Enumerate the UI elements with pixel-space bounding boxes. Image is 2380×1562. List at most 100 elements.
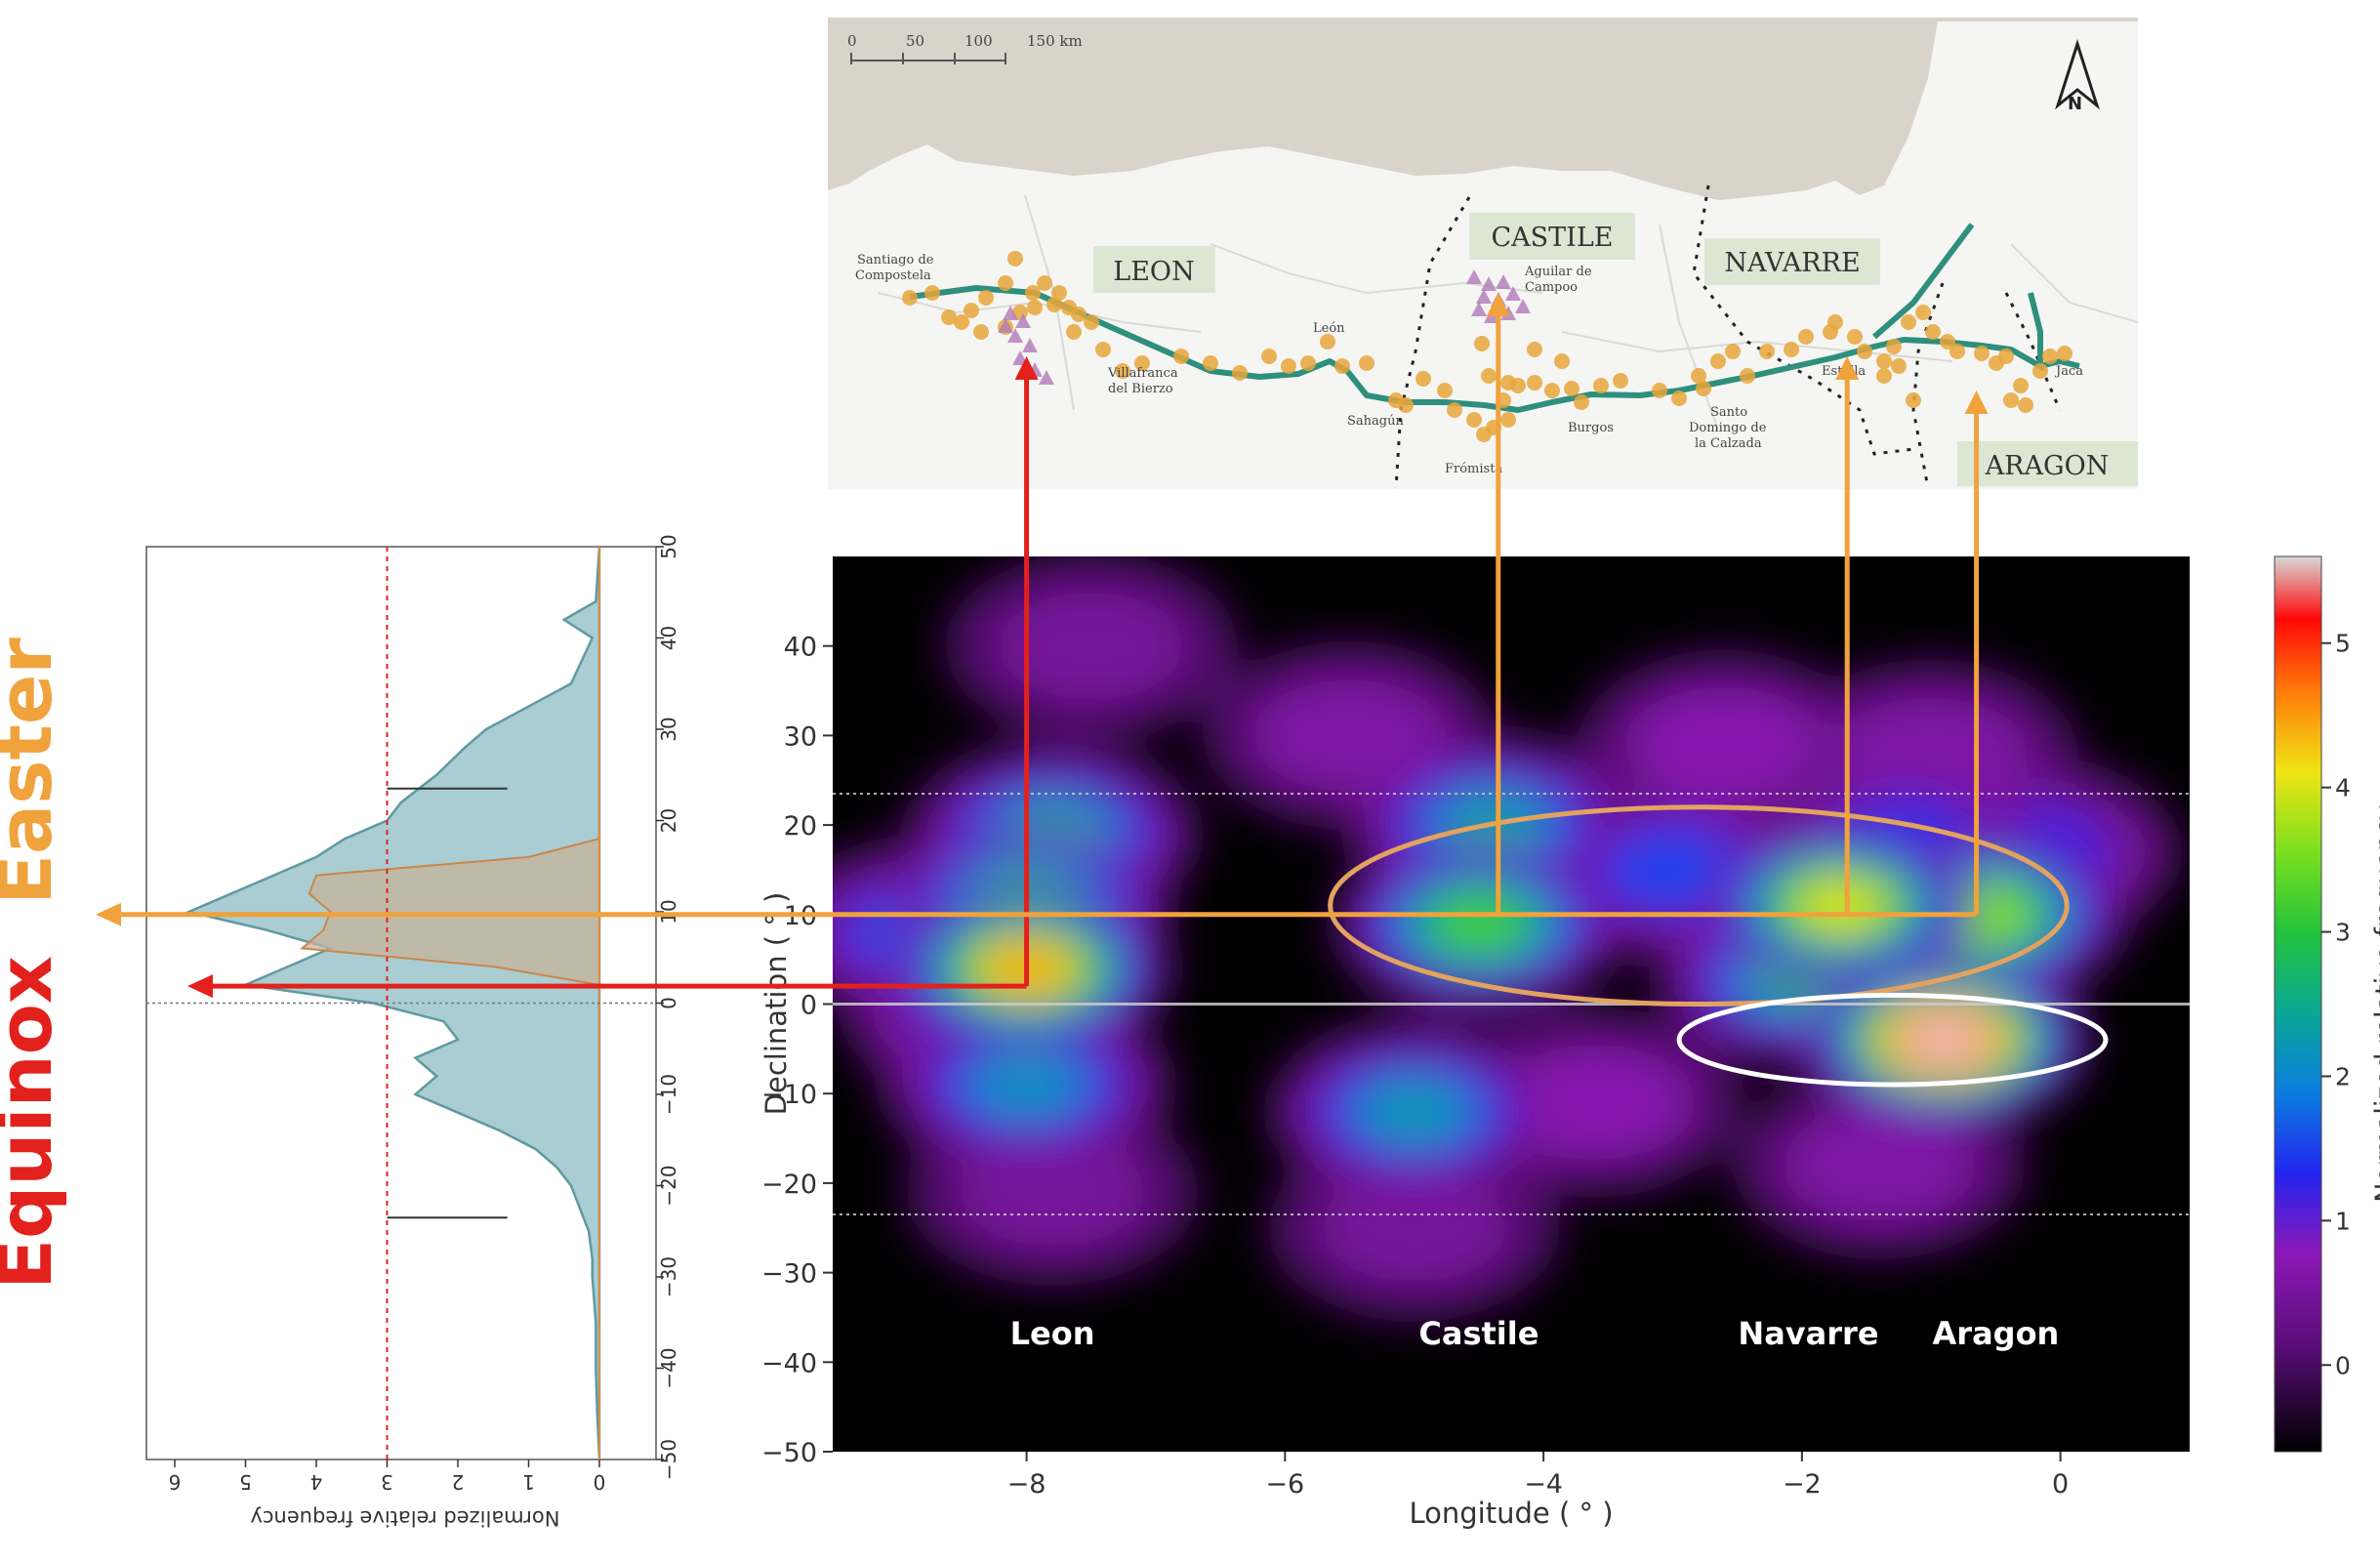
place-bierzo: del Bierzo [1108, 382, 1173, 396]
map-site-68 [1998, 349, 2014, 364]
map-sites [902, 251, 2072, 442]
heatmap-region-aragon: Aragon [1933, 1315, 2060, 1352]
arrow-head-up-3 [1964, 390, 1989, 414]
map-site-61 [1901, 314, 1916, 330]
map-site-6 [998, 275, 1013, 291]
heatmap-x-axis-label: Longitude ( ° ) [1409, 1497, 1613, 1530]
hist-dec-label-7: −20 [657, 1165, 680, 1206]
x-tick-label-0: −8 [1007, 1469, 1046, 1500]
colorbar-label: Normalized relative frequency [2370, 804, 2380, 1203]
map-triangle-11 [1496, 274, 1511, 289]
map-site-33 [1466, 412, 1482, 428]
histogram-declination-ticks: 50 40 30 20 10 0 −10 −20 −30 −40 −50 [656, 534, 680, 1480]
easter-label: Easter [0, 637, 68, 905]
colorbar-tick-label-0: 0 [2335, 1351, 2351, 1379]
map-site-65 [1949, 344, 1965, 359]
map-site-57 [1847, 329, 1863, 345]
map-site-12 [1071, 307, 1087, 322]
map-site-27 [1359, 355, 1375, 371]
map-triangle-12 [1476, 289, 1492, 304]
highlight-ellipse-white [1676, 992, 2109, 1088]
map-site-2 [941, 309, 957, 325]
heatmap-region-castile: Castile [1418, 1315, 1539, 1352]
map-triangle-3 [1007, 328, 1023, 343]
scale-bar [850, 53, 1006, 64]
map-triangle-15 [1471, 302, 1487, 316]
hist-dec-label-8: −30 [657, 1256, 680, 1297]
map-site-51 [1740, 368, 1755, 384]
y-tick-label-0: 40 [784, 633, 817, 663]
heatmap-y-axis-label: Declination ( ° ) [759, 892, 793, 1116]
map-site-75 [1500, 412, 1516, 428]
map-triangle-18 [1515, 299, 1531, 313]
place-campoo: Campoo [1525, 280, 1578, 295]
region-label-castile: CASTILE [1492, 223, 1614, 253]
heatmap-region-labels: Leon Castile Navarre Aragon [1010, 1315, 2060, 1352]
map-site-53 [1784, 342, 1799, 357]
histogram-axis-label: Normalized relative frequency [251, 1506, 560, 1530]
density-hotspot-3-level-1 [1791, 1113, 1968, 1217]
place-aguilar: Aguilar de [1524, 265, 1592, 279]
scale-label-0: 0 [847, 32, 857, 50]
region-label-navarre: NAVARRE [1724, 248, 1860, 278]
map-site-78 [1876, 368, 1892, 384]
colorbar-gradient [2274, 555, 2322, 1453]
map-site-29 [1398, 397, 1414, 413]
arrow-head-up-1 [1486, 293, 1510, 316]
density-hotspot-6-level-1 [1511, 1053, 1679, 1152]
map-triangle-14 [1505, 286, 1521, 301]
map-site-86 [1134, 355, 1150, 371]
colorbar-tick-label-4: 4 [2335, 774, 2351, 802]
north-arrow-icon: N [2055, 39, 2100, 114]
map-site-30 [1416, 371, 1431, 387]
map-site-23 [1281, 358, 1296, 374]
arrow-head-left-3 [96, 902, 121, 926]
x-tick-label-4: 0 [2052, 1469, 2069, 1500]
histogram-area-easter [300, 837, 600, 986]
map-site-17 [1066, 324, 1082, 340]
map-site-60 [1886, 339, 1902, 354]
map-site-71 [2042, 349, 2058, 364]
scale-label-50: 50 [906, 32, 924, 50]
density-hotspot-14-level-3 [1360, 1079, 1469, 1144]
map-site-40 [1544, 383, 1560, 398]
arrow-head-up-0 [1014, 356, 1039, 380]
map-site-19 [1173, 349, 1189, 364]
hist-dec-label-4: 10 [657, 899, 680, 924]
colorbar-tick-label-2: 2 [2335, 1062, 2351, 1090]
region-borders [1394, 185, 2062, 489]
map-site-7 [1007, 251, 1023, 267]
y-tick-label-8: −40 [761, 1348, 817, 1378]
place-fromista: Frómista [1445, 462, 1502, 476]
density-hotspot-11-level-2 [1610, 832, 1736, 907]
place-leon: León [1313, 321, 1345, 336]
x-tick-label-3: −2 [1783, 1469, 1822, 1500]
place-villafranca: Villafranca [1107, 366, 1178, 381]
map-site-52 [1759, 344, 1775, 359]
place-santiago: Santiago de [857, 253, 934, 267]
map-site-1 [924, 285, 940, 301]
map-site-18 [1095, 342, 1111, 357]
histogram-plot [146, 546, 656, 1460]
density-hotspot-21-level-6 [1795, 879, 1886, 932]
map-site-44 [1613, 373, 1628, 389]
hist-freq-label-2: 4 [310, 1470, 323, 1494]
map-site-76 [1527, 342, 1542, 357]
map-site-58 [1857, 344, 1872, 359]
hist-dec-label-5: 0 [657, 997, 680, 1009]
hist-freq-label-6: 0 [594, 1470, 606, 1494]
map-triangle-1 [1015, 313, 1031, 328]
map-site-32 [1447, 402, 1462, 418]
map-site-22 [1261, 349, 1277, 364]
y-tick-label-6: −20 [761, 1170, 817, 1200]
region-label-leon: LEON [1113, 257, 1194, 287]
scale-labels: 0 50 100 150 km [847, 32, 1083, 50]
map-site-10 [1051, 285, 1067, 301]
histogram-frequency-ticks: 6 5 4 3 2 1 0 [169, 1459, 606, 1494]
y-tick-label-1: 30 [784, 721, 817, 752]
arrow-head-up-2 [1835, 356, 1860, 380]
map-site-84 [973, 324, 989, 340]
hist-dec-label-6: −10 [657, 1074, 680, 1115]
